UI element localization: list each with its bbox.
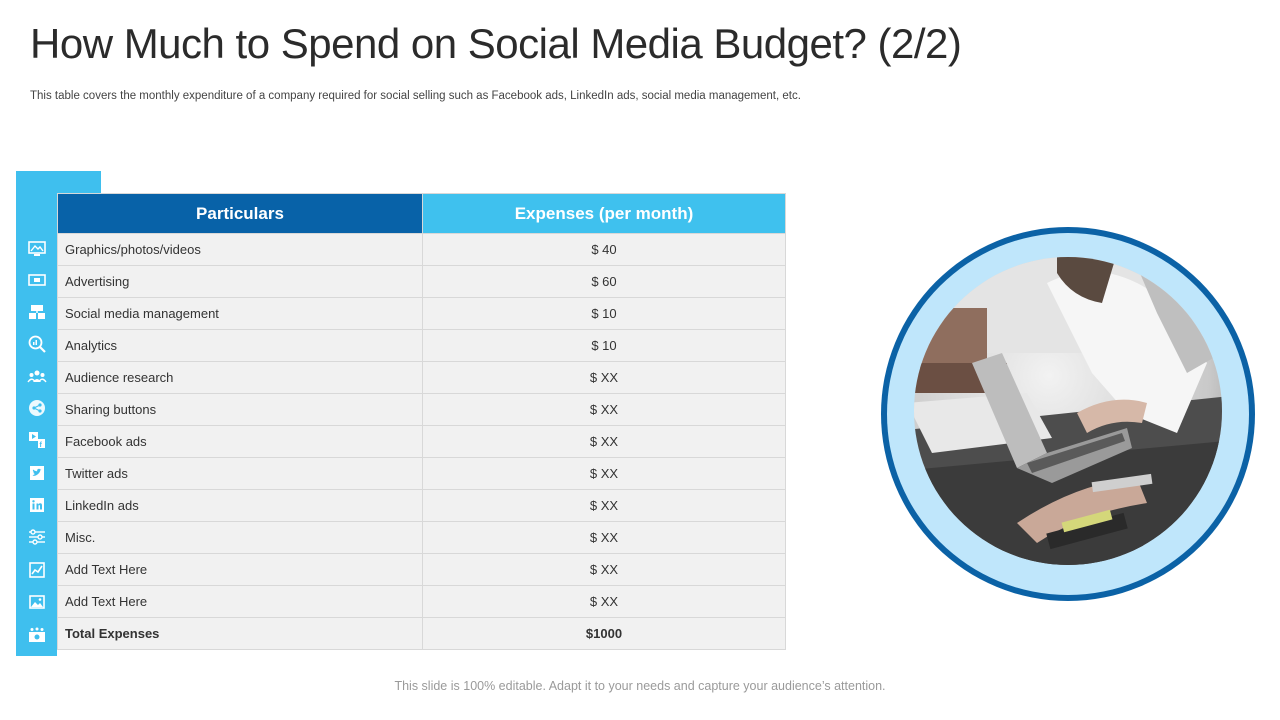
table-row: Advertising $ 60 xyxy=(57,265,786,298)
row-particular: Sharing buttons xyxy=(57,393,423,426)
row-expense: $ XX xyxy=(422,425,786,458)
table-row: Facebook ads $ XX xyxy=(57,425,786,458)
row-particular: Analytics xyxy=(57,329,423,362)
row-expense: $ 10 xyxy=(422,329,786,362)
header-expenses: Expenses (per month) xyxy=(422,193,786,234)
row-expense: $ XX xyxy=(422,521,786,554)
row-expense: $ XX xyxy=(422,361,786,394)
row-expense: $ 60 xyxy=(422,265,786,298)
row-expense: $ XX xyxy=(422,489,786,522)
budget-table: Particulars Expenses (per month) Graphic… xyxy=(57,193,786,650)
image-icon xyxy=(16,586,57,618)
sliders-icon xyxy=(16,521,57,553)
social-management-icon xyxy=(16,296,57,328)
table-row: Audience research $ XX xyxy=(57,361,786,394)
total-value: $1000 xyxy=(422,617,786,650)
row-particular: Advertising xyxy=(57,265,423,298)
slide-footer: This slide is 100% editable. Adapt it to… xyxy=(394,679,886,693)
table-row: Twitter ads $ XX xyxy=(57,457,786,490)
slide-subtitle: This table covers the monthly expenditur… xyxy=(30,90,801,102)
header-particulars: Particulars xyxy=(57,193,423,234)
office-photo-circle xyxy=(877,223,1259,605)
row-particular: Audience research xyxy=(57,361,423,394)
chart-icon xyxy=(16,554,57,586)
row-expense: $ XX xyxy=(422,393,786,426)
laptop-photo-image xyxy=(881,227,1255,601)
row-expense: $ 40 xyxy=(422,233,786,266)
table-header-row: Particulars Expenses (per month) xyxy=(57,193,786,234)
slide-title: How Much to Spend on Social Media Budget… xyxy=(30,20,962,67)
share-icon xyxy=(16,392,57,424)
table-row: Add Text Here $ XX xyxy=(57,585,786,618)
advertising-icon xyxy=(16,264,57,296)
row-expense: $ 10 xyxy=(422,297,786,330)
row-particular: Add Text Here xyxy=(57,585,423,618)
facebook-ads-icon: f xyxy=(16,424,57,456)
audience-icon xyxy=(16,360,57,392)
row-expense: $ XX xyxy=(422,553,786,586)
row-particular: Facebook ads xyxy=(57,425,423,458)
row-expense: $ XX xyxy=(422,457,786,490)
table-row: Analytics $ 10 xyxy=(57,329,786,362)
total-row: Total Expenses $1000 xyxy=(57,617,786,650)
linkedin-icon xyxy=(16,489,57,521)
graphics-icon xyxy=(16,232,57,264)
total-label: Total Expenses xyxy=(57,617,423,650)
row-particular: Social media management xyxy=(57,297,423,330)
row-particular: Graphics/photos/videos xyxy=(57,233,423,266)
table-row: Graphics/photos/videos $ 40 xyxy=(57,233,786,266)
table-row: Social media management $ 10 xyxy=(57,297,786,330)
row-particular: LinkedIn ads xyxy=(57,489,423,522)
table-row: Sharing buttons $ XX xyxy=(57,393,786,426)
row-particular: Misc. xyxy=(57,521,423,554)
svg-text:f: f xyxy=(39,442,42,449)
twitter-icon xyxy=(16,457,57,489)
row-particular: Add Text Here xyxy=(57,553,423,586)
table-row: Add Text Here $ XX xyxy=(57,553,786,586)
row-particular: Twitter ads xyxy=(57,457,423,490)
money-icon xyxy=(16,620,57,652)
analytics-icon xyxy=(16,328,57,360)
row-expense: $ XX xyxy=(422,585,786,618)
table-row: LinkedIn ads $ XX xyxy=(57,489,786,522)
table-row: Misc. $ XX xyxy=(57,521,786,554)
